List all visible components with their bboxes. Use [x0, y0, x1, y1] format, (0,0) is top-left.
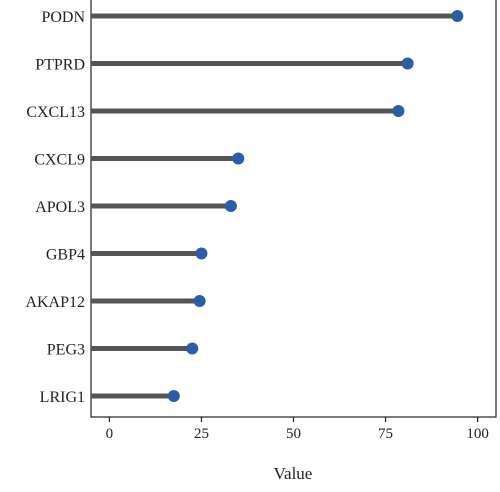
x-tick-label: 50: [286, 426, 301, 442]
marker-peg3: [186, 342, 199, 355]
category-label-ptprd: PTPRD: [35, 57, 85, 74]
marker-akap12: [193, 295, 206, 307]
marker-cxcl13: [392, 105, 405, 117]
x-axis-ticks: 0 25 50 75 100: [106, 417, 489, 442]
category-label-gbp4: GBP4: [46, 247, 85, 264]
category-label-apol3: APOL3: [35, 199, 85, 216]
x-tick-label: 25: [194, 426, 209, 442]
category-label-akap12: AKAP12: [25, 294, 85, 311]
marker-ptprd: [401, 57, 414, 70]
category-label-cxcl13: CXCL13: [26, 104, 85, 121]
category-labels: PODN PTPRD CXCL13 CXCL9 APOL3 GBP4 AKAP12 PEG3 L…: [25, 9, 85, 406]
category-label-cxcl9: CXCL9: [34, 152, 85, 169]
marker-cxcl9: [232, 152, 245, 165]
category-label-lrig1: LRIG1: [40, 389, 85, 406]
marker-lrig1: [167, 390, 180, 402]
marker-gbp4: [195, 247, 208, 260]
marker-apol3: [224, 200, 237, 212]
category-label-peg3: PEG3: [47, 342, 85, 359]
category-label-podn: PODN: [41, 9, 85, 26]
x-axis-title: Value: [274, 464, 313, 483]
x-tick-label: 0: [106, 426, 114, 442]
x-tick-label: 75: [378, 426, 393, 442]
x-tick-label: 100: [466, 426, 489, 442]
marker-podn: [451, 10, 464, 22]
markers-group: [167, 10, 464, 402]
stems-group: [91, 13, 458, 399]
